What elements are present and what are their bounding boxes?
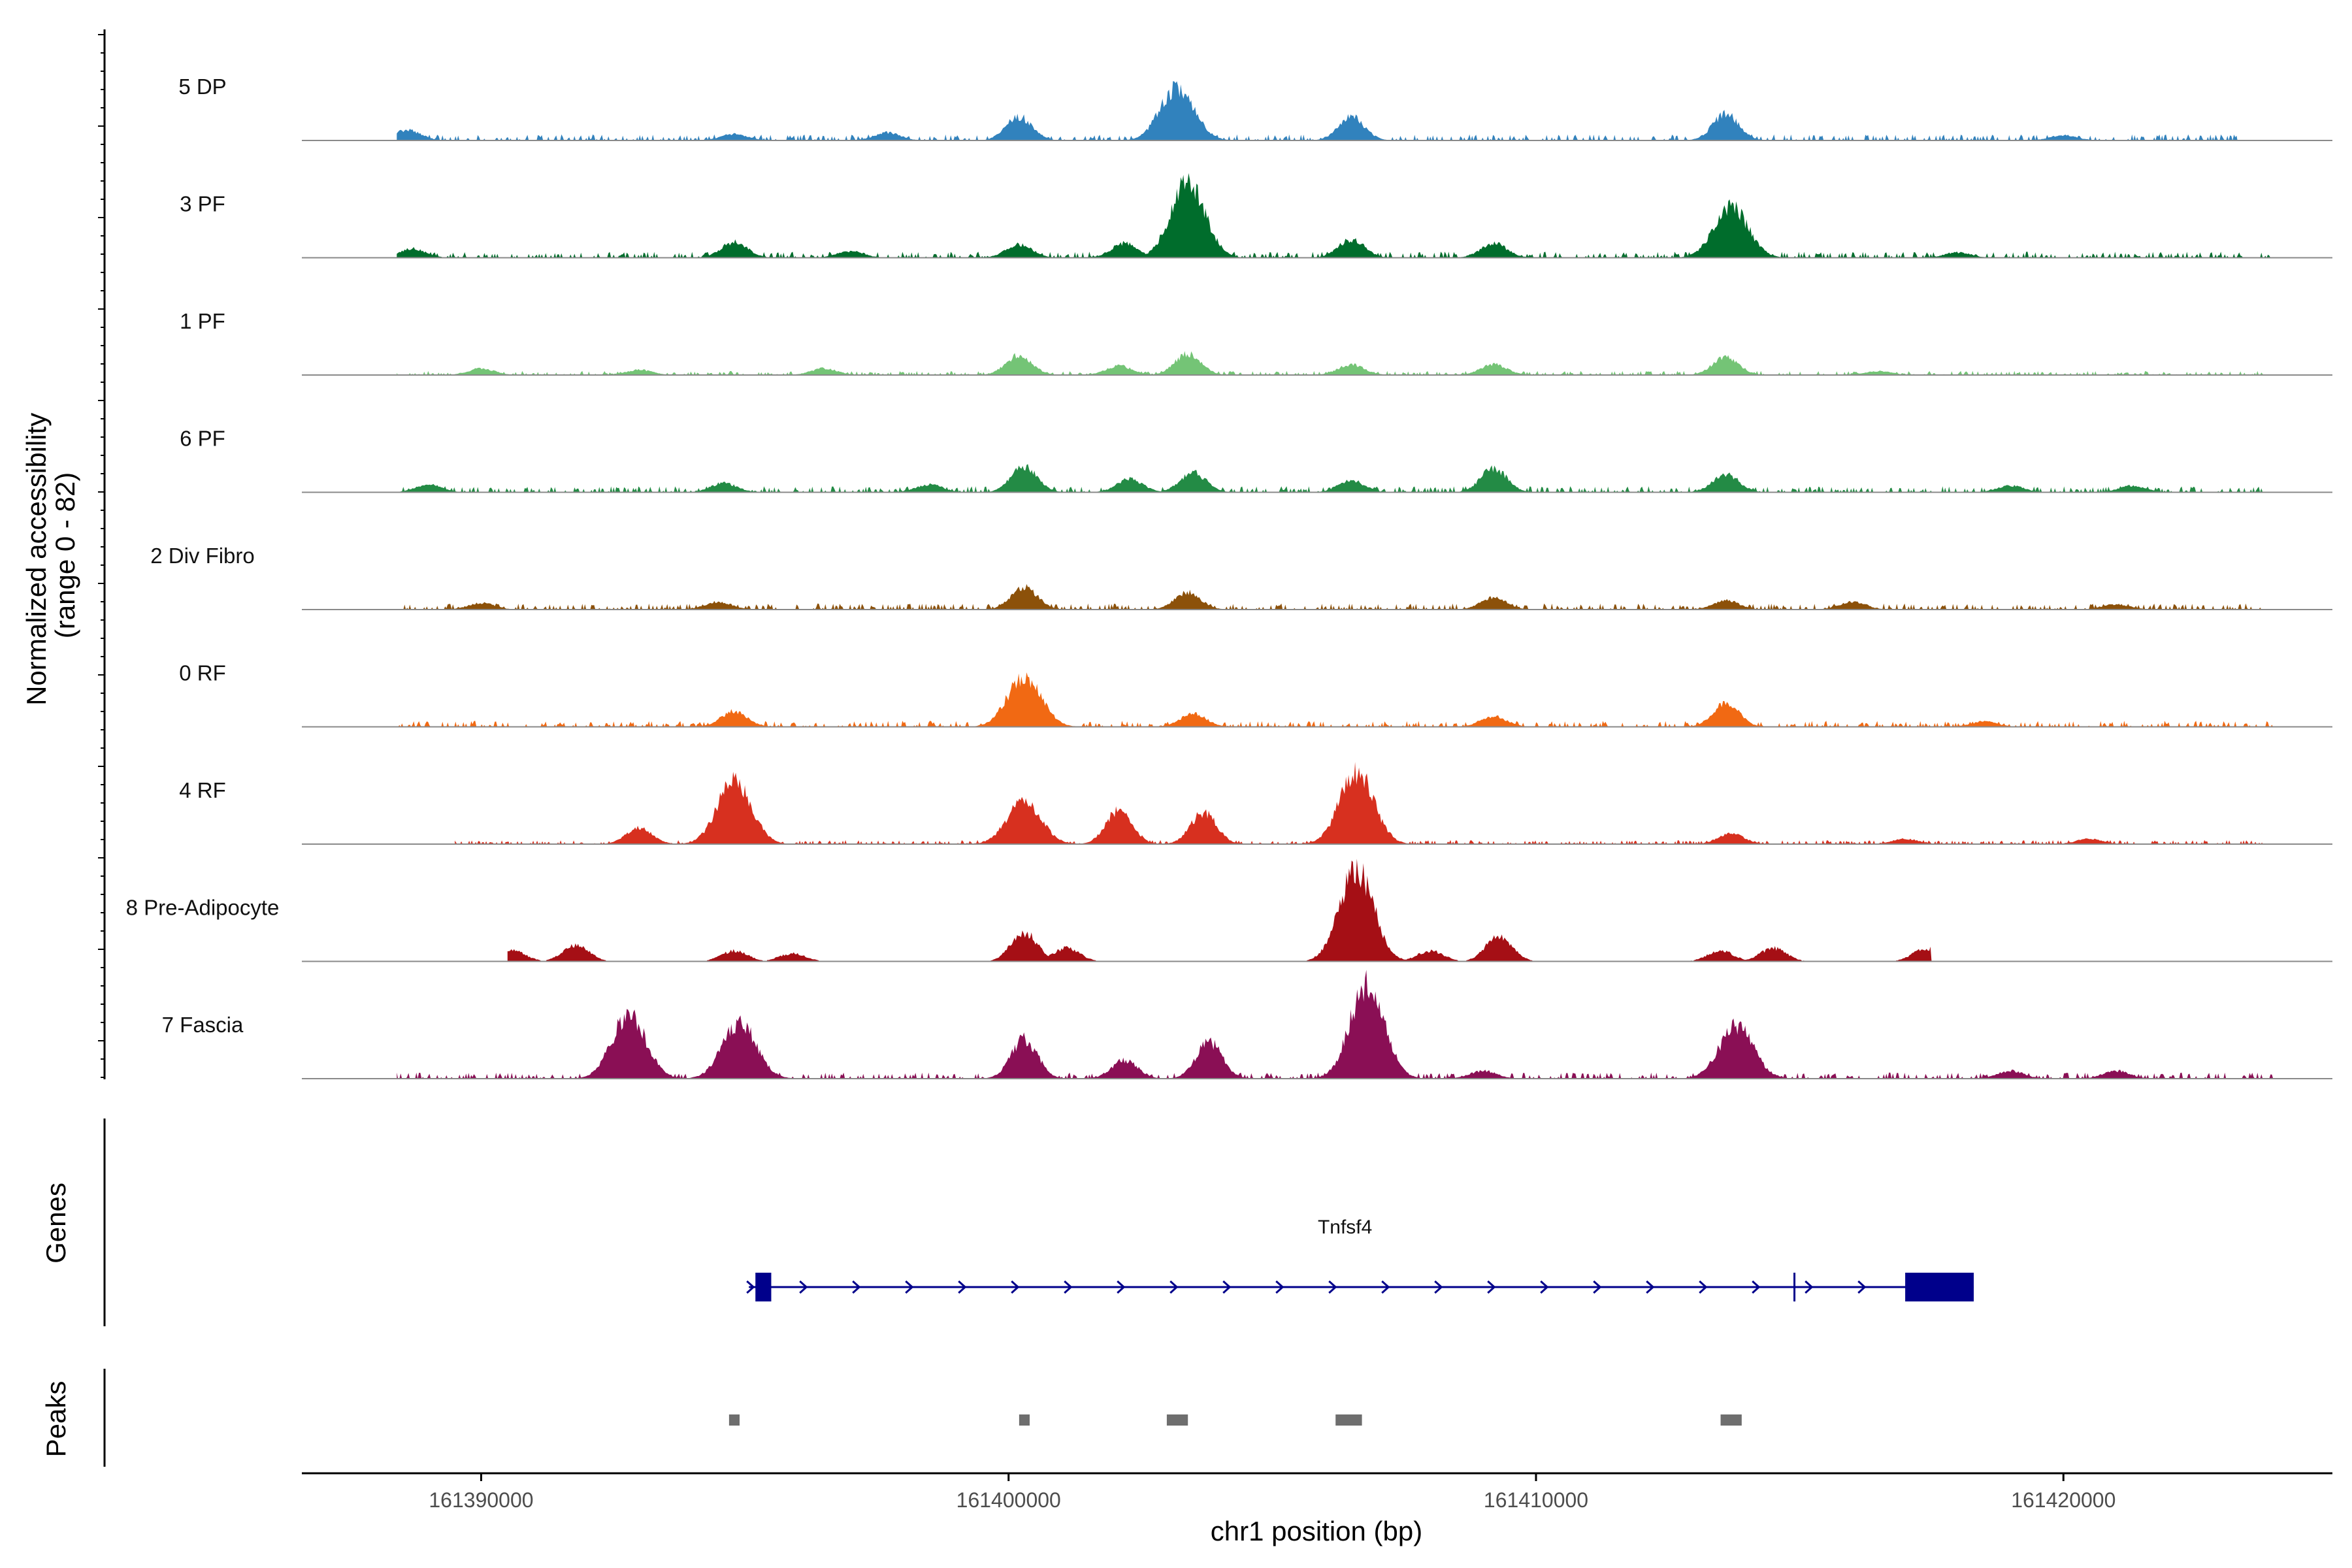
strand-arrow — [905, 1280, 914, 1294]
strand-arrow — [1699, 1280, 1708, 1294]
track-7-fascia: 7 Fascia — [162, 970, 2332, 1079]
genes-panel-title: Genes — [41, 1183, 71, 1264]
strand-arrow — [1117, 1280, 1126, 1294]
track-label: 0 RF — [179, 661, 226, 685]
strand-arrow — [799, 1280, 808, 1294]
peaks-panel: Peaks — [41, 1369, 1742, 1467]
strand-arrow — [1593, 1280, 1602, 1294]
x-axis: 161390000 161400000 161410000 161420000 — [302, 1472, 2332, 1512]
strand-arrow — [1805, 1280, 1814, 1294]
strand-arrow — [1275, 1280, 1284, 1294]
track-2-div-fibro: 2 Div Fibro — [150, 544, 2332, 610]
x-tick-label: 161390000 — [429, 1488, 533, 1512]
strand-arrow — [1381, 1280, 1390, 1294]
strand-arrow — [1540, 1280, 1549, 1294]
track-4-rf: 4 RF — [179, 762, 2332, 845]
x-tick-label: 161420000 — [2011, 1488, 2115, 1512]
x-tick-label: 161400000 — [956, 1488, 1061, 1512]
strand-arrow — [1857, 1280, 1867, 1294]
y-axis-title: Normalized accessibility (range 0 - 82) — [21, 405, 80, 706]
strand-arrow — [852, 1280, 861, 1294]
genes-panel: Genes Tnfsf4 — [41, 1119, 1974, 1326]
track-0-rf: 0 RF — [179, 661, 2332, 728]
coverage-area — [397, 672, 2275, 727]
track-label: 6 PF — [180, 427, 225, 451]
gene-exon — [755, 1273, 772, 1301]
strand-arrow — [1328, 1280, 1337, 1294]
track-3-pf: 3 PF — [180, 173, 2332, 259]
strand-arrow — [958, 1280, 967, 1294]
track-8-pre-adipocyte: 8 Pre-Adipocyte — [126, 858, 2332, 962]
track-label: 3 PF — [180, 192, 225, 216]
gene-exon — [1905, 1273, 1974, 1301]
coverage-area — [455, 762, 2264, 844]
gene-label: Tnfsf4 — [1318, 1217, 1372, 1238]
strand-arrow — [1752, 1280, 1761, 1294]
x-axis-title: chr1 position (bp) — [1211, 1516, 1423, 1546]
track-label: 1 PF — [180, 309, 225, 333]
gene-tnfsf4: Tnfsf4 — [746, 1217, 1974, 1301]
peak-region — [1166, 1414, 1188, 1426]
y-axis-title-line2: (range 0 - 82) — [50, 472, 80, 638]
coverage-area — [397, 81, 2238, 140]
strand-arrow — [1487, 1280, 1496, 1294]
coverage-area — [397, 584, 2264, 610]
peak-region — [728, 1414, 740, 1426]
strand-arrow — [1646, 1280, 1655, 1294]
strand-arrow — [1434, 1280, 1443, 1294]
strand-arrow — [1222, 1280, 1232, 1294]
track-5-dp: 5 DP — [178, 74, 2332, 141]
coverage-area — [397, 173, 2275, 258]
track-1-pf: 1 PF — [180, 309, 2332, 376]
peak-region — [1335, 1414, 1362, 1426]
track-label: 8 Pre-Adipocyte — [126, 896, 280, 920]
y-axis-title-line1: Normalized accessibility — [21, 413, 52, 706]
coverage-panel: 5 DP 3 PF 1 PF 6 PF 2 Div Fibro 0 RF 4 RF 8 Pre… — [98, 29, 2332, 1079]
track-label: 2 Div Fibro — [150, 544, 255, 568]
strand-arrow — [1169, 1280, 1179, 1294]
peaks-panel-title: Peaks — [41, 1381, 71, 1458]
coverage-area — [397, 351, 2264, 375]
track-6-pf: 6 PF — [180, 427, 2332, 493]
peak-region — [1720, 1414, 1742, 1426]
strand-arrow — [1011, 1280, 1020, 1294]
track-label: 5 DP — [178, 74, 226, 99]
track-label: 7 Fascia — [162, 1013, 244, 1037]
x-tick-label: 161410000 — [1484, 1488, 1588, 1512]
strand-arrow — [746, 1280, 755, 1294]
peak-region — [1019, 1414, 1030, 1426]
strand-arrow — [1064, 1280, 1073, 1294]
coverage-area — [397, 970, 2275, 1079]
coverage-area — [507, 858, 1932, 962]
track-label: 4 RF — [179, 778, 226, 802]
coverage-area — [397, 464, 2264, 493]
